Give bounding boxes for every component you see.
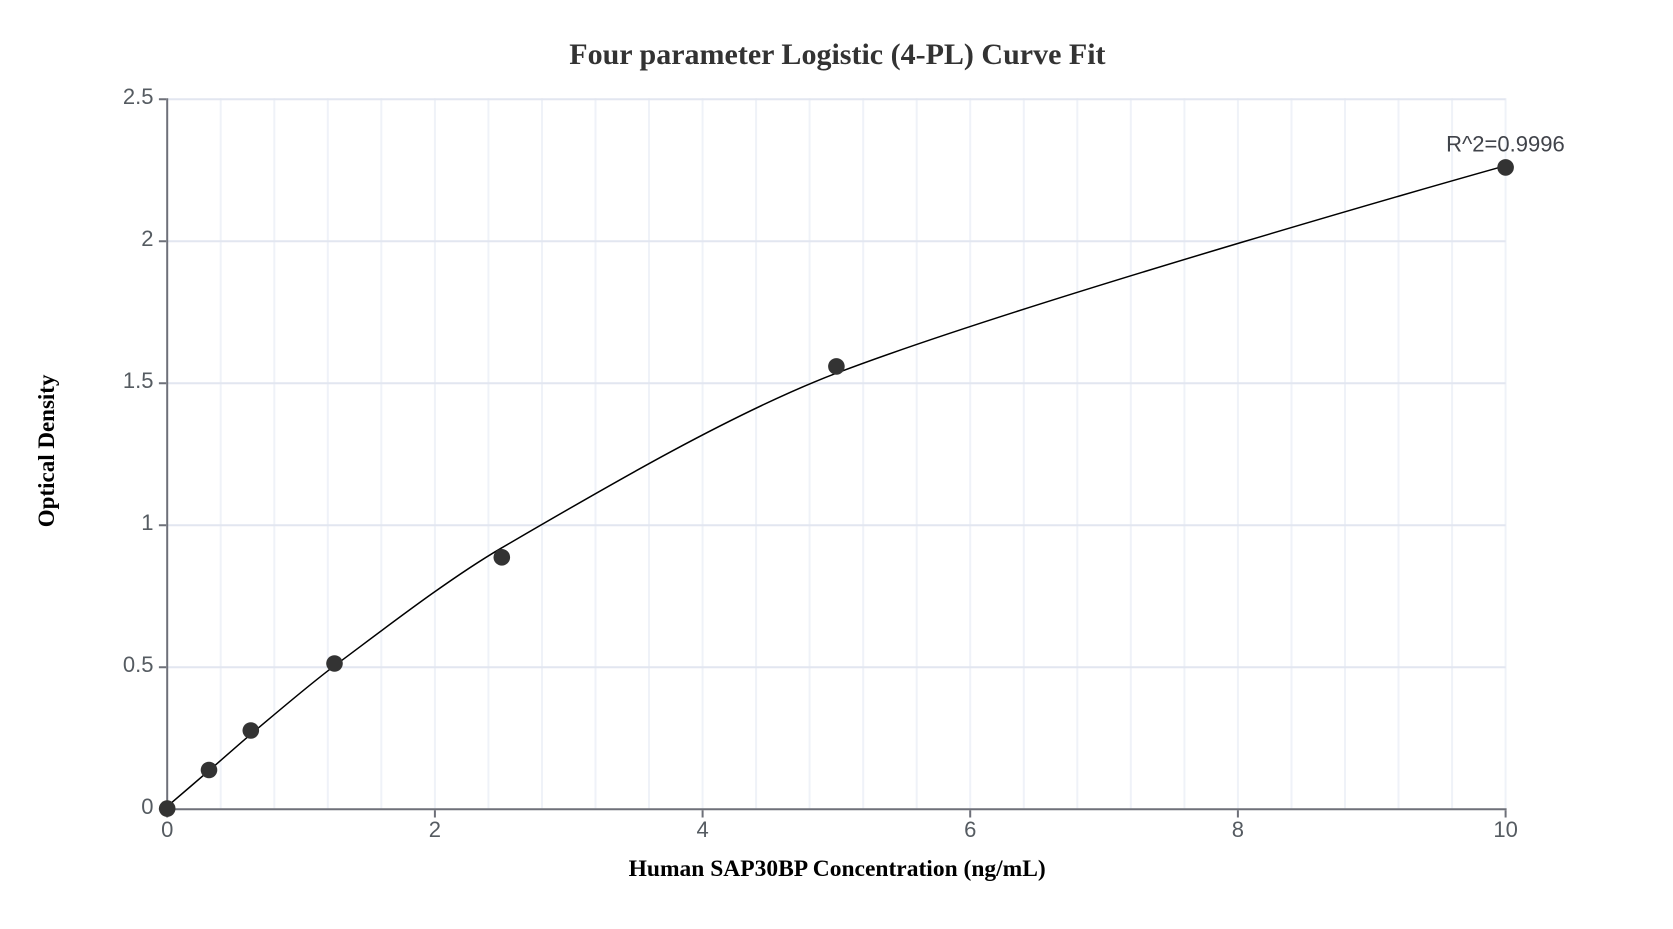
svg-text:4: 4: [696, 817, 708, 842]
svg-text:0: 0: [141, 794, 153, 819]
svg-text:2.5: 2.5: [123, 84, 154, 109]
svg-text:0: 0: [161, 817, 173, 842]
svg-text:6: 6: [964, 817, 976, 842]
svg-text:0.5: 0.5: [123, 652, 154, 677]
svg-text:Four parameter Logistic (4-PL): Four parameter Logistic (4-PL) Curve Fit: [569, 38, 1105, 71]
svg-text:2: 2: [141, 226, 153, 251]
svg-text:8: 8: [1232, 817, 1244, 842]
svg-text:R^2=0.9996: R^2=0.9996: [1446, 132, 1565, 157]
svg-text:1.5: 1.5: [123, 368, 154, 393]
svg-text:2: 2: [429, 817, 441, 842]
svg-text:Optical Density: Optical Density: [34, 374, 59, 527]
svg-text:10: 10: [1493, 817, 1517, 842]
svg-text:1: 1: [141, 510, 153, 535]
svg-text:Human SAP30BP Concentration (n: Human SAP30BP Concentration (ng/mL): [629, 856, 1046, 882]
